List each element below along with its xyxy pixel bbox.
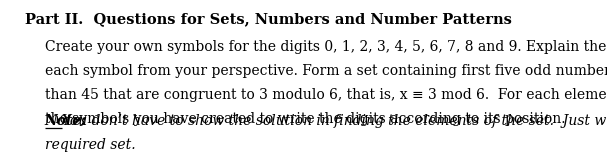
Text: Create your own symbols for the digits 0, 1, 2, 3, 4, 5, 6, 7, 8 and 9. Explain : Create your own symbols for the digits 0…	[45, 40, 607, 54]
Text: Note:: Note:	[45, 114, 92, 128]
Text: required set.: required set.	[45, 138, 135, 152]
Text: each symbol from your perspective. Form a set containing first five odd numbers : each symbol from your perspective. Form …	[45, 64, 607, 78]
Text: than 45 that are congruent to 3 modulo 6, that is, x ≡ 3 mod 6.  For each elemen: than 45 that are congruent to 3 modulo 6…	[45, 88, 607, 102]
Text: the symbols you have created to write the digits according to its position.: the symbols you have created to write th…	[45, 112, 565, 126]
Text: Part II.  Questions for Sets, Numbers and Number Patterns: Part II. Questions for Sets, Numbers and…	[25, 12, 512, 26]
Text: You don’t have to show the solution in finding the elements of the set.  Just wr: You don’t have to show the solution in f…	[62, 114, 607, 128]
